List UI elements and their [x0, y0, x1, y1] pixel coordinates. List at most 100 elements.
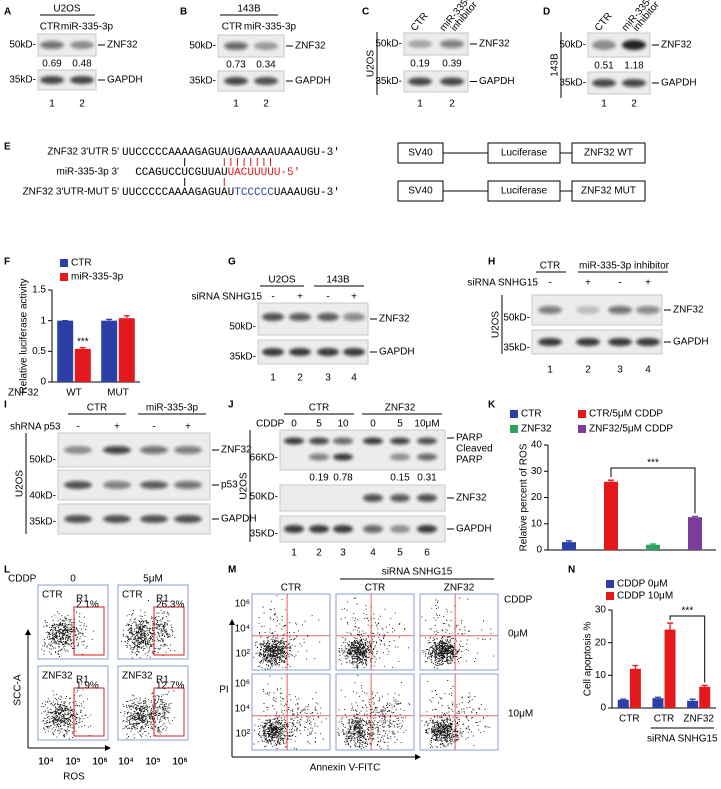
dose-label: 10 — [337, 419, 349, 430]
ratio: 0.34 — [256, 60, 276, 71]
flow-events — [41, 683, 92, 740]
cell-line: U2OS — [366, 50, 377, 78]
lane-label: CTR — [222, 22, 243, 33]
y-tick-label: 40 — [531, 440, 543, 451]
legend-swatch — [606, 592, 614, 600]
protein-label: GAPDH — [479, 76, 515, 87]
size-marker: 40kD- — [29, 491, 56, 502]
bar — [74, 348, 91, 382]
ratio: 0.31 — [417, 473, 437, 484]
bar — [688, 517, 702, 550]
band — [140, 515, 168, 523]
x-tick-label: ZNF32 — [683, 714, 714, 725]
group-label: siRNA SNHG15 — [382, 567, 453, 578]
protein-label: GAPDH — [379, 347, 415, 358]
protein-label: Cleaved — [456, 444, 493, 455]
gate-percent: 1.9% — [76, 681, 99, 692]
band — [417, 453, 437, 461]
band — [70, 76, 94, 84]
size-marker: 35kD- — [375, 76, 402, 87]
group-label: U2OS — [53, 4, 81, 15]
legend-label: miR-335-3p — [71, 272, 124, 283]
band — [262, 348, 284, 356]
panel-label: L — [4, 565, 10, 576]
sequence-name: ZNF32 3'UTR 5' — [47, 147, 119, 158]
protein-label: GAPDH — [221, 514, 257, 525]
size-marker: 50kD- — [503, 313, 530, 324]
blot-membrane — [587, 71, 651, 95]
group-label: 143B — [326, 275, 350, 286]
bar — [562, 542, 576, 550]
y-axis-label: PI — [219, 685, 228, 696]
flow-events — [41, 611, 94, 657]
x-tick-label: 10⁶ — [172, 757, 187, 768]
gate-name: R1 — [156, 594, 169, 605]
band — [174, 515, 202, 523]
band — [390, 437, 410, 445]
treatment-sign: - — [271, 292, 274, 303]
gate-name: R1 — [156, 675, 169, 686]
x-tick-label: 10⁶ — [92, 757, 107, 768]
ratio: 0.73 — [226, 60, 246, 71]
group-label: 143B — [237, 4, 261, 15]
lane-number: 1 — [49, 99, 55, 110]
x-tick-label: 10⁴ — [38, 757, 53, 768]
lane-label: miR-335-3p — [61, 22, 114, 33]
protein-label: PARP — [456, 433, 483, 444]
construct-label: Luciferase — [501, 186, 548, 197]
dose-label: 0 — [291, 419, 297, 430]
y-tick-label: 1.5 — [32, 285, 46, 296]
band — [636, 306, 660, 314]
x-axis-label: ZNF32 — [8, 388, 39, 399]
band — [333, 437, 353, 445]
dose-label: 5 — [397, 419, 403, 430]
x-axis-label: ROS — [63, 772, 85, 783]
x-tick-label: 10⁶ — [172, 757, 187, 768]
protein-label: ZNF32 — [479, 39, 510, 50]
panel-label: H — [488, 257, 495, 268]
construct-label: SV40 — [408, 148, 433, 159]
cell-line: U2OS — [239, 472, 250, 500]
size-marker: 66KD- — [250, 453, 278, 464]
lane-number: 2 — [631, 99, 637, 110]
treatment-sign: + — [185, 422, 191, 433]
band — [317, 313, 339, 321]
lane-number: 4 — [370, 548, 376, 559]
treatment-label: siRNA SNHG15 — [191, 292, 262, 303]
protein-label: ZNF32 — [107, 40, 138, 51]
band — [174, 481, 202, 489]
gate-name: R1 — [76, 675, 89, 686]
column-label: ZNF32 — [444, 583, 475, 594]
y-tick-label: 10 — [531, 518, 543, 529]
x-tick-label: 10⁴ — [118, 757, 133, 768]
flow-events — [338, 597, 409, 669]
lane-number: 1 — [270, 373, 276, 384]
flow-events — [337, 674, 411, 750]
ratio: 0.39 — [442, 59, 462, 70]
gate-percent: 12.7% — [156, 681, 184, 692]
error-bar — [632, 664, 639, 669]
ratio: 0.78 — [333, 473, 353, 484]
treatment-label: shRNA p53 — [10, 422, 61, 433]
protein-label: ZNF32 — [295, 41, 326, 52]
protein-label: GAPDH — [456, 524, 492, 535]
sequence-part: UUCCCCCAAAAGAGUAU — [122, 187, 234, 199]
bar — [699, 686, 711, 708]
band — [262, 313, 284, 321]
treatment-sign: + — [645, 278, 651, 289]
bar — [604, 481, 618, 550]
flow-events — [421, 680, 491, 748]
size-marker: 50kD- — [29, 455, 56, 466]
band — [103, 515, 131, 523]
x-axis-label: Annexin V-FITC — [310, 763, 381, 774]
lane-number: 2 — [585, 365, 591, 376]
protein-label: p53 — [221, 480, 238, 491]
lane-number: 1 — [233, 99, 239, 110]
y-axis-label: Relative luciferase activity — [19, 278, 30, 393]
flow-plot — [335, 593, 415, 671]
band — [284, 437, 304, 445]
group-label: miR-335-3p — [146, 403, 199, 414]
dose-label: 5μM — [143, 574, 163, 585]
band — [309, 453, 329, 461]
error-bar — [106, 318, 113, 321]
